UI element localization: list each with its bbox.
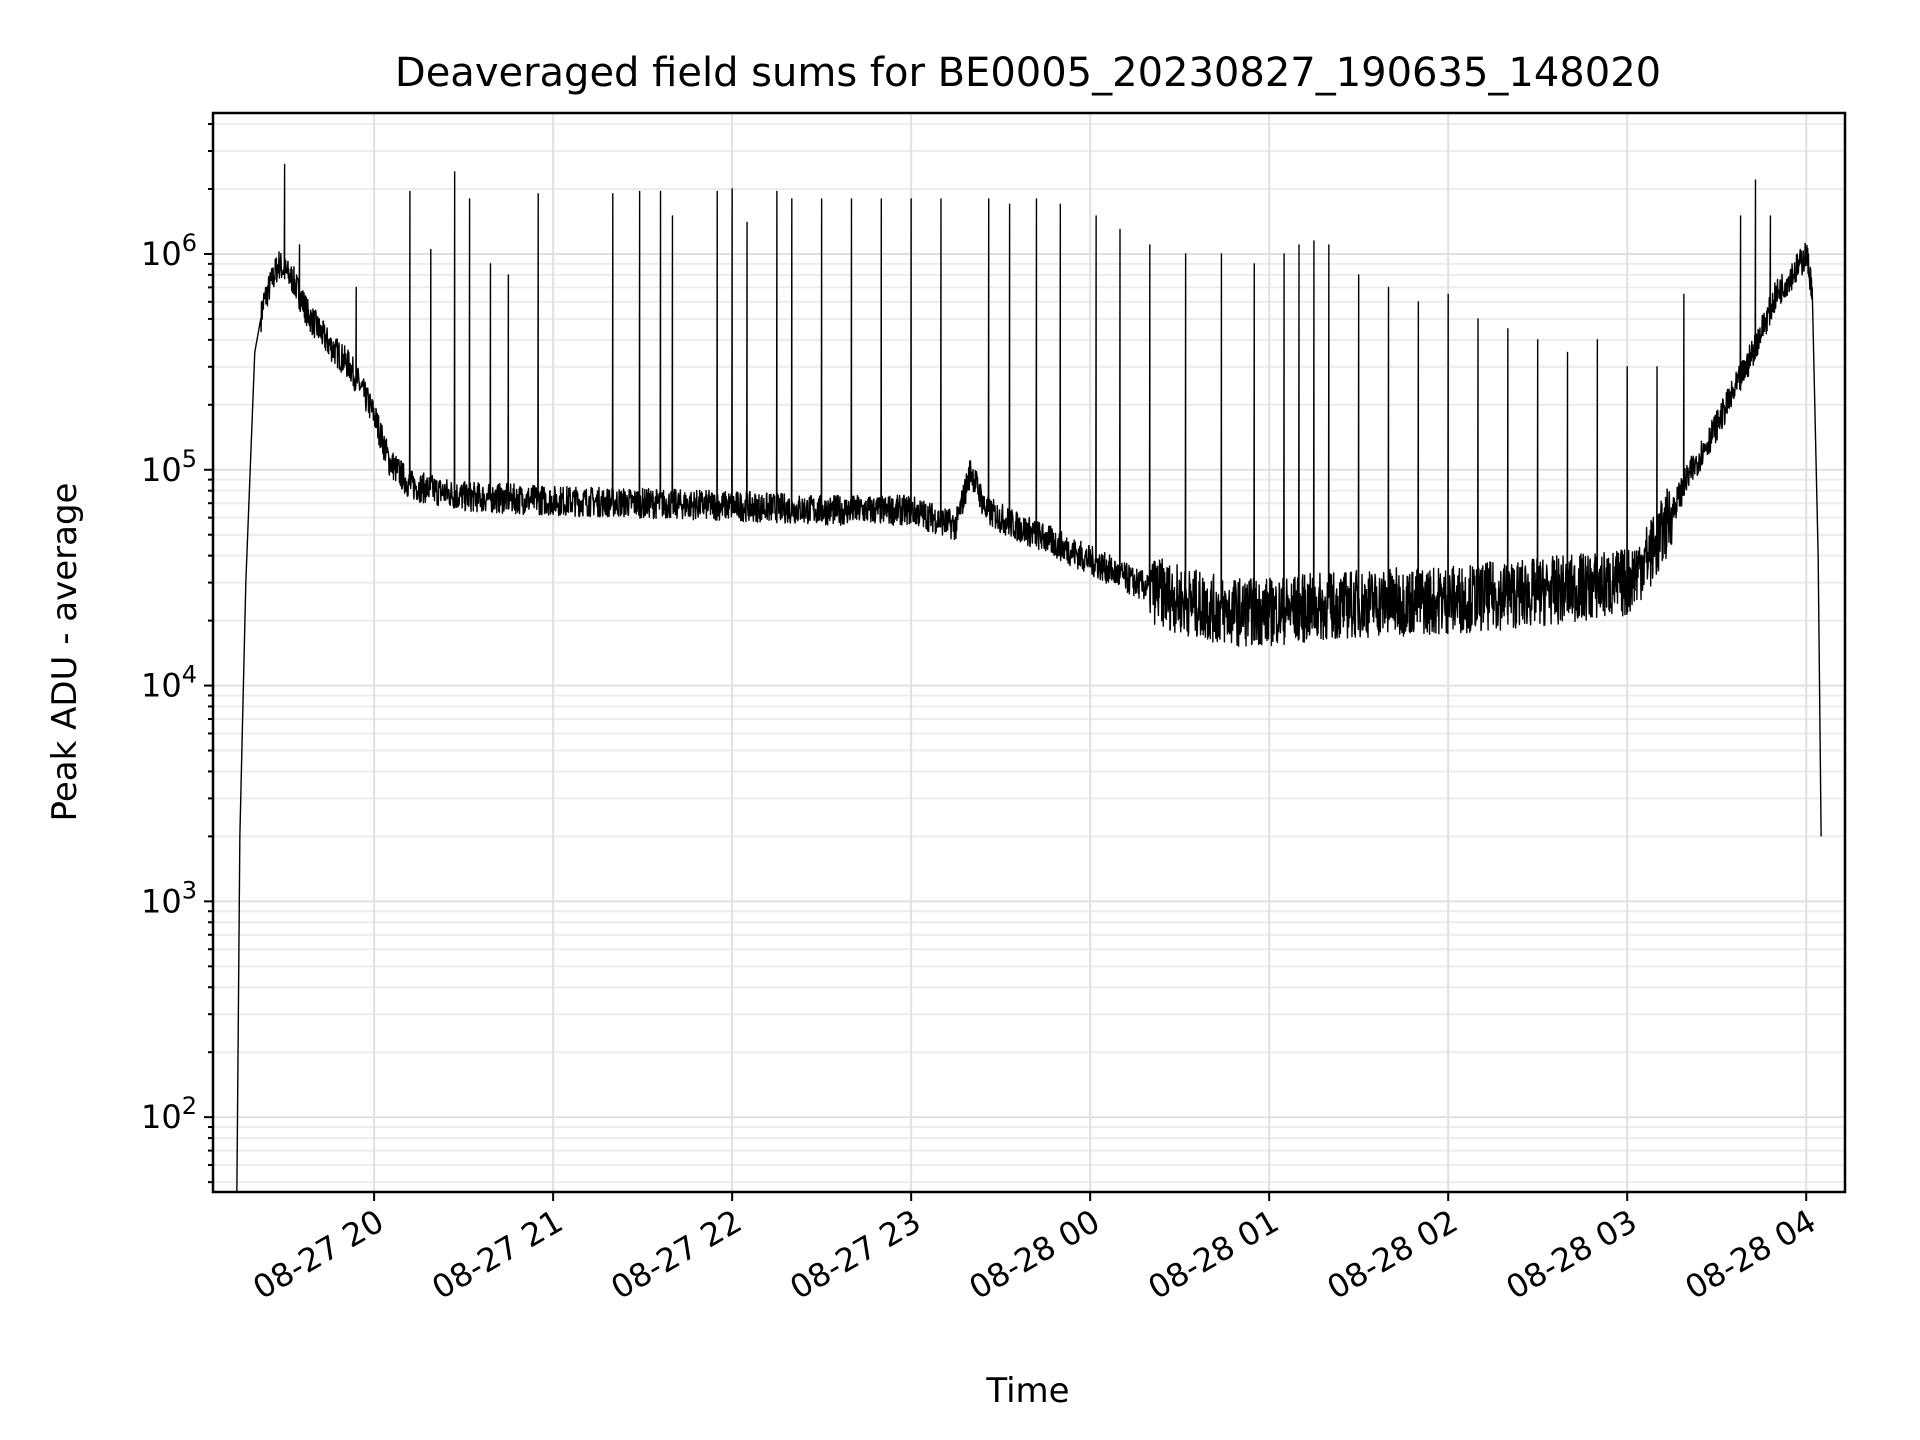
x-tick-label: 08-27 22 [605, 1202, 749, 1307]
y-tick-label: 103 [141, 876, 197, 920]
y-axis-label: Peak ADU - average [45, 483, 85, 822]
x-tick-label: 08-27 23 [784, 1202, 928, 1307]
x-tick-label: 08-28 00 [963, 1202, 1107, 1307]
x-tick-label: 08-28 02 [1321, 1202, 1465, 1307]
x-tick-label: 08-27 20 [247, 1202, 391, 1307]
y-tick-label: 102 [141, 1092, 197, 1136]
chart-title: Deaveraged field sums for BE0005_2023082… [395, 50, 1661, 96]
grid [213, 113, 1845, 1192]
x-tick-label: 08-28 01 [1142, 1202, 1286, 1307]
x-axis-label: Time [985, 1371, 1069, 1411]
y-tick-label: 106 [141, 229, 197, 273]
x-tick-label: 08-28 04 [1679, 1202, 1823, 1307]
x-axis: 08-27 20 08-27 21 08-27 22 08-27 23 08-28 00… [247, 1192, 1823, 1307]
x-tick-label: 08-27 21 [426, 1202, 570, 1307]
y-tick-label: 105 [141, 445, 197, 489]
y-tick-label: 104 [141, 661, 197, 705]
y-axis: 102 103 104 105 106 [141, 123, 213, 1184]
x-tick-label: 08-28 03 [1500, 1202, 1644, 1307]
plot-frame [211, 111, 1847, 1194]
series-line [236, 163, 1822, 1193]
